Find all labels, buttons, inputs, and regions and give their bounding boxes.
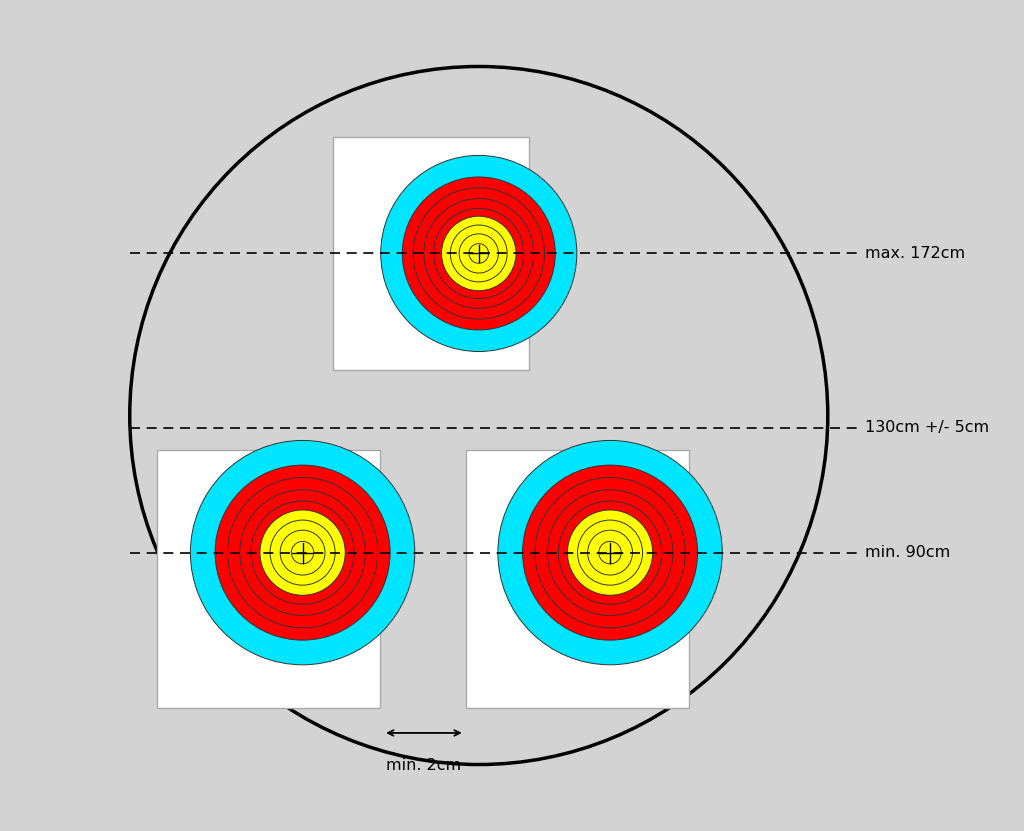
Text: 130cm +/- 5cm: 130cm +/- 5cm [865,420,989,435]
Circle shape [441,216,516,291]
Circle shape [260,510,345,595]
Circle shape [130,66,827,765]
Circle shape [190,440,415,665]
Text: min. 2cm: min. 2cm [386,758,462,773]
Bar [334,137,528,370]
Text: max. 172cm: max. 172cm [865,246,966,261]
Circle shape [402,177,555,330]
Circle shape [240,489,366,616]
Circle shape [459,234,499,273]
Circle shape [215,465,390,640]
Bar [157,450,380,708]
Circle shape [498,440,722,665]
Circle shape [424,199,534,308]
Circle shape [547,489,673,616]
Bar [466,450,689,708]
Circle shape [522,465,697,640]
Circle shape [567,510,652,595]
Circle shape [588,530,633,575]
Text: min. 90cm: min. 90cm [865,545,950,560]
Circle shape [281,530,325,575]
Circle shape [381,155,577,352]
